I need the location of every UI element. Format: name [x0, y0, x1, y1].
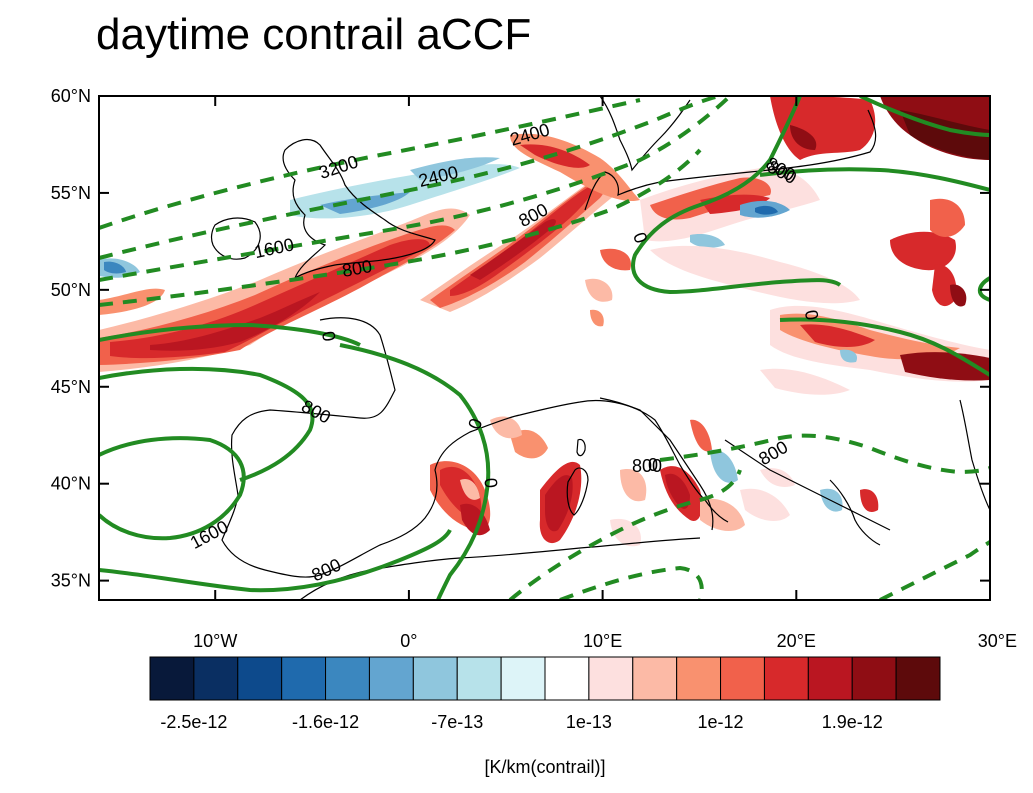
axis-ticks: 60°N 55°N 50°N 45°N 40°N 35°N 10°W 0° 10°E 20°E 30…	[51, 86, 1017, 651]
contour-label: 0	[318, 330, 339, 343]
contour-label: 1600	[187, 516, 232, 552]
colorbar-swatch	[720, 656, 765, 701]
lat-tick-label: 55°N	[51, 183, 91, 203]
colorbar-label: 1.9e-12	[822, 712, 883, 732]
colorbar-swatch	[676, 656, 722, 701]
contour-label: 0	[648, 455, 658, 475]
lon-tick-label: 20°E	[777, 631, 816, 651]
contour-label: 0	[801, 308, 822, 321]
lon-tick-label: 10°E	[583, 631, 622, 651]
colorbar-swatch	[325, 656, 370, 701]
contour-label: 0	[629, 230, 651, 246]
colorbar-swatch	[895, 656, 941, 701]
contour-label: 3200	[316, 151, 360, 182]
plot-frame	[98, 95, 991, 601]
colorbar-label: 1e-12	[698, 712, 744, 732]
colorbar-swatch	[632, 656, 678, 701]
colorbar-swatch	[456, 656, 502, 701]
contour-label: 1600	[252, 234, 295, 262]
colorbar-swatch	[851, 656, 897, 701]
colorbar: -2.5e-12 -1.6e-12 -7e-13 1e-13 1e-12 1.9e-12 […	[149, 656, 941, 777]
map-title: daytime contrail aCCF	[96, 10, 532, 59]
colorbar-swatch	[193, 656, 239, 701]
colorbar-swatch	[368, 656, 414, 701]
lat-tick-label: 45°N	[51, 377, 91, 397]
colorbar-swatch	[500, 656, 546, 701]
geopotential-contours	[99, 96, 990, 600]
colorbar-label: -2.5e-12	[160, 712, 227, 732]
colorbar-label: -7e-13	[431, 712, 483, 732]
colorbar-swatch	[237, 656, 283, 701]
colorbar-units: [K/km(contrail)]	[484, 757, 605, 777]
colorbar-label: -1.6e-12	[292, 712, 359, 732]
contour-label: 0	[480, 477, 501, 489]
accf-field	[99, 96, 990, 547]
lat-tick-label: 50°N	[51, 280, 91, 300]
contour-label: 800	[632, 456, 662, 476]
colorbar-swatch	[544, 656, 590, 701]
colorbar-swatch	[281, 656, 327, 701]
lon-tick-label: 0°	[400, 631, 417, 651]
colorbar-swatch	[588, 656, 634, 701]
colorbar-swatch	[807, 656, 853, 701]
lat-tick-label: 40°N	[51, 474, 91, 494]
colorbar-swatch	[149, 656, 195, 701]
colorbar-swatch	[412, 656, 458, 701]
colorbar-label: 1e-13	[566, 712, 612, 732]
lat-tick-label: 35°N	[51, 571, 91, 591]
lat-tick-label: 60°N	[51, 86, 91, 106]
colorbar-swatch	[763, 656, 809, 701]
lon-tick-label: 30°E	[978, 631, 1017, 651]
lon-tick-label: 10°W	[193, 631, 237, 651]
